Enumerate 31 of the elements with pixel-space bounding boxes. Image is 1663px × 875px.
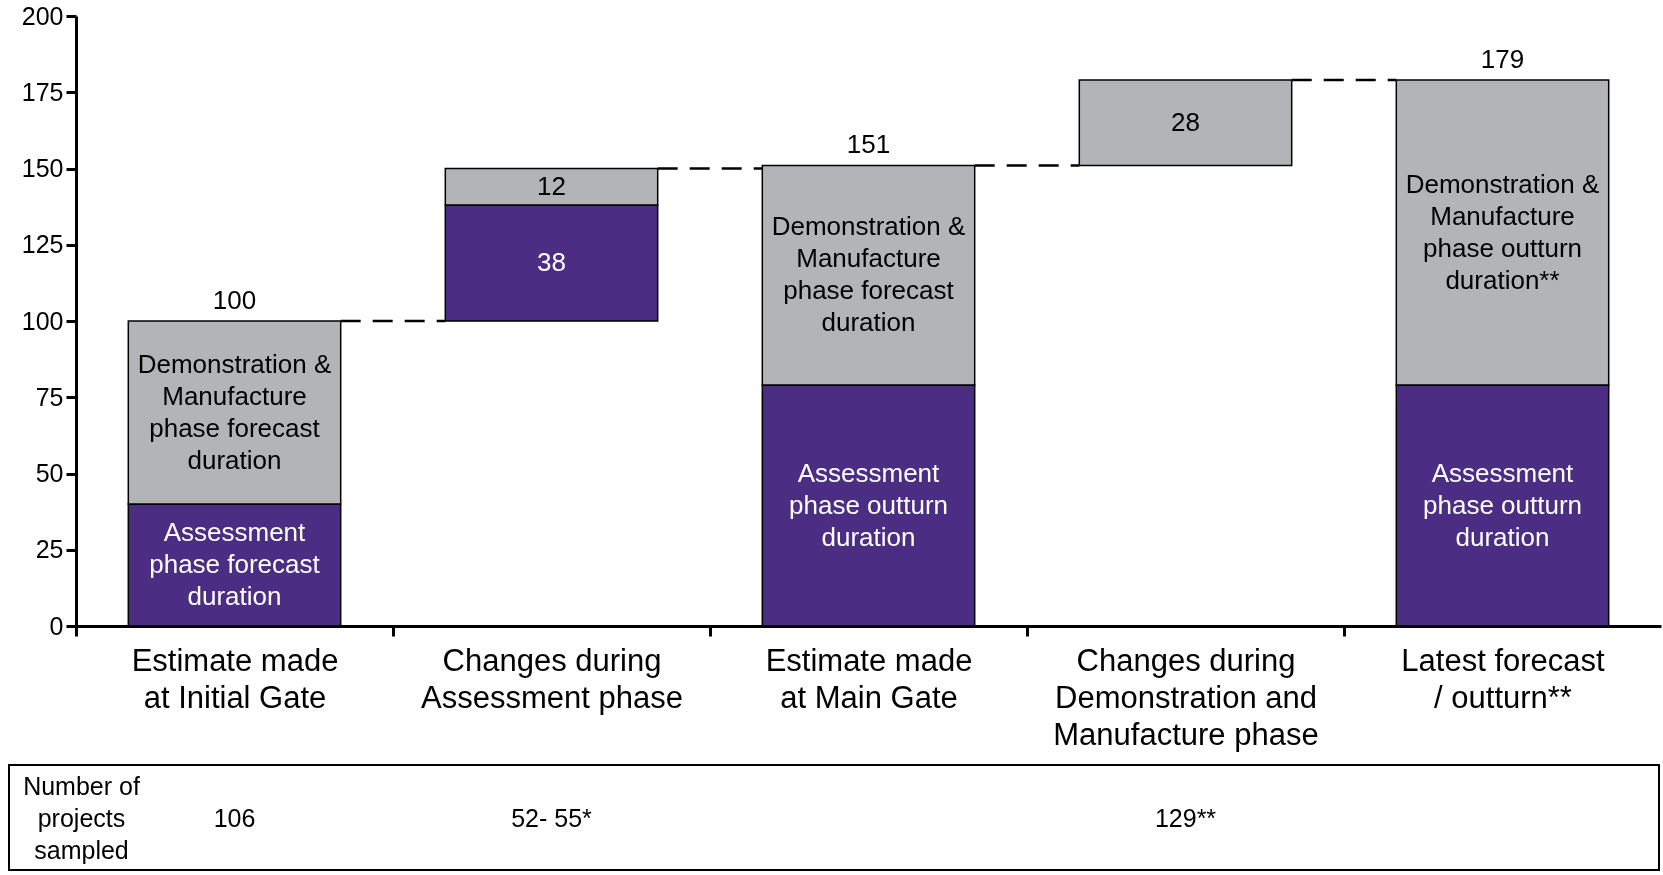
- y-tick-label: 75: [35, 382, 64, 411]
- data-label: Demonstration & Manufacture phase forecast duration: [771, 211, 966, 338]
- text: 52- 55*: [511, 803, 592, 832]
- total-label: 179: [1480, 44, 1525, 75]
- y-tick-label: 50: [35, 459, 64, 487]
- total-label: 100: [212, 285, 257, 315]
- text: Number of projects sampled: [22, 770, 141, 866]
- y-tick-label: 25: [35, 535, 64, 564]
- y-tick-label: 125: [21, 230, 64, 259]
- x-tick-label: Estimate made at Main Gate: [765, 642, 973, 715]
- data-label: 28: [1171, 106, 1200, 137]
- text: 129**: [1154, 803, 1217, 832]
- x-tick-label: Latest forecast / outturn**: [1401, 642, 1606, 715]
- x-tick-label: Changes during Demonstration and Manufacture phase: [1053, 642, 1319, 752]
- y-tick-label: 200: [21, 1, 64, 30]
- y-tick-label: 0: [49, 611, 64, 640]
- total-label: 151: [846, 129, 891, 160]
- bar: [1078, 79, 1293, 167]
- data-label: 38: [537, 247, 566, 278]
- y-tick-label: 100: [21, 306, 64, 335]
- y-tick-label: 175: [21, 77, 64, 106]
- data-label: Demonstration & Manufacture phase forecast duration: [137, 348, 332, 475]
- data-label: 12: [537, 170, 566, 201]
- text: 106: [213, 803, 256, 832]
- data-label: Demonstration & Manufacture phase outturn duration**: [1405, 168, 1600, 295]
- data-label: Assessment phase outturn duration: [1422, 457, 1583, 552]
- x-tick-label: Estimate made at Initial Gate: [131, 642, 339, 715]
- data-label: Assessment phase outturn duration: [788, 457, 949, 552]
- data-label: Assessment phase forecast duration: [149, 517, 321, 611]
- x-tick-label: Changes during Assessment phase: [421, 642, 683, 715]
- y-tick-label: 150: [21, 154, 64, 182]
